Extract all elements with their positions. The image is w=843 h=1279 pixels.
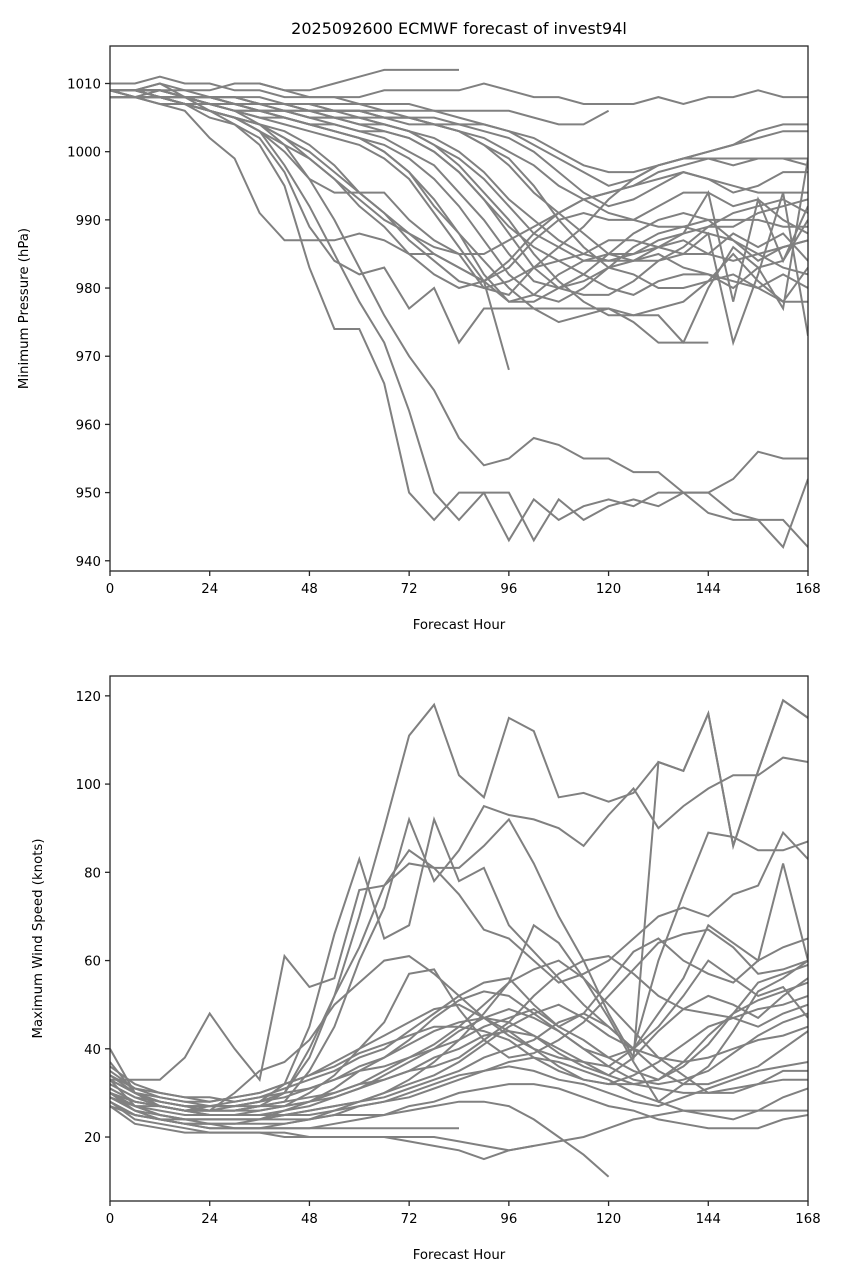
wind-y-tick-label: 60 xyxy=(84,955,101,970)
pressure-series-line-member-w xyxy=(110,89,808,303)
wind-y-tick-label: 80 xyxy=(84,866,101,881)
wind-series-line-member-m xyxy=(110,937,808,1112)
wind-x-tick-label: 24 xyxy=(201,1212,218,1227)
wind-y-tick-label: 100 xyxy=(76,778,101,793)
pressure-axes: 0 24 48 72 96 120 144 168 940 950 960 970 980 990 100… xyxy=(17,45,821,633)
wind-series-line-member-u xyxy=(110,964,808,1103)
pressure-x-axis-label: Forecast Hour xyxy=(413,618,506,633)
pressure-y-tick-label: 1000 xyxy=(67,146,101,161)
wind-axes: 0 24 48 72 96 120 144 168 20 40 60 80 100 120 Foreca… xyxy=(31,675,821,1263)
wind-series-line-member-aa xyxy=(110,1008,808,1116)
wind-series-line-member-q xyxy=(110,1061,808,1125)
pressure-series-line-member-g xyxy=(110,75,808,106)
pressure-y-tick-label: 990 xyxy=(76,214,101,229)
pressure-y-tick-label: 980 xyxy=(76,282,101,297)
pressure-y-ticks: 940 950 960 970 980 990 1000 1010 xyxy=(67,78,110,570)
wind-series-line-member-d xyxy=(110,816,808,1112)
pressure-x-tick-label: 168 xyxy=(795,582,820,597)
pressure-x-tick-label: 48 xyxy=(301,582,318,597)
wind-x-tick-label: 120 xyxy=(596,1212,621,1227)
pressure-series-line-member-u xyxy=(110,96,808,296)
pressure-series-group xyxy=(110,68,808,549)
wind-y-ticks: 20 40 60 80 100 120 xyxy=(76,690,110,1146)
wind-x-axis-label: Forecast Hour xyxy=(413,1248,506,1263)
pressure-series-line-member-y xyxy=(110,96,808,302)
wind-series-line-member-x xyxy=(110,1056,808,1121)
pressure-series-line-member-f xyxy=(110,68,459,92)
pressure-series-line-member-h xyxy=(110,96,808,297)
pressure-y-tick-label: 940 xyxy=(76,555,101,570)
wind-x-tick-label: 168 xyxy=(795,1212,820,1227)
wind-series-line-member-e xyxy=(110,830,808,1082)
wind-series-line-member-n xyxy=(110,981,808,1103)
wind-series-group xyxy=(110,698,808,1178)
pressure-x-tick-label: 0 xyxy=(106,582,114,597)
pressure-x-ticks: 0 24 48 72 96 120 144 168 xyxy=(106,571,821,597)
pressure-y-tick-label: 950 xyxy=(76,487,101,502)
pressure-axes-frame xyxy=(109,45,809,572)
wind-x-tick-label: 0 xyxy=(106,1212,114,1227)
pressure-series-line-member-d xyxy=(110,89,808,549)
wind-series-line-member-y xyxy=(110,1100,459,1130)
wind-series-line-member-k xyxy=(110,1105,534,1161)
pressure-series-line-member-j xyxy=(110,89,808,344)
pressure-series-line-member-z xyxy=(110,89,808,174)
wind-x-tick-label: 144 xyxy=(696,1212,721,1227)
wind-y-tick-label: 20 xyxy=(84,1131,101,1146)
pressure-series-line-member-ac xyxy=(110,96,808,255)
pressure-x-tick-label: 144 xyxy=(696,582,721,597)
pressure-series-line-member-m xyxy=(110,89,808,303)
pressure-series-line-member-aa xyxy=(234,82,610,126)
wind-series-line-member-t xyxy=(110,1083,808,1130)
pressure-x-tick-label: 120 xyxy=(596,582,621,597)
pressure-y-tick-label: 960 xyxy=(76,418,101,433)
pressure-x-tick-label: 96 xyxy=(500,582,517,597)
chart-title: 2025092600 ECMWF forecast of invest94l xyxy=(291,19,627,38)
pressure-series-line-member-l xyxy=(110,96,808,296)
wind-series-line-member-z xyxy=(110,977,808,1108)
pressure-series-line-member-t xyxy=(110,89,808,208)
pressure-y-axis-label: Minimum Pressure (hPa) xyxy=(17,228,32,389)
wind-x-tick-label: 72 xyxy=(401,1212,418,1227)
wind-series-line-member-w xyxy=(110,1030,808,1112)
pressure-x-tick-label: 24 xyxy=(201,582,218,597)
wind-series-line-member-v xyxy=(110,959,808,1112)
pressure-y-tick-label: 970 xyxy=(76,350,101,365)
wind-x-tick-label: 48 xyxy=(301,1212,318,1227)
pressure-x-tick-label: 72 xyxy=(401,582,418,597)
wind-y-tick-label: 40 xyxy=(84,1043,101,1058)
wind-y-tick-label: 120 xyxy=(76,690,101,705)
wind-x-tick-label: 96 xyxy=(500,1212,517,1227)
pressure-series-line-member-x xyxy=(110,89,808,347)
pressure-series-line-member-ab xyxy=(110,89,808,303)
wind-x-ticks: 0 24 48 72 96 120 144 168 xyxy=(106,1201,821,1227)
wind-axes-frame xyxy=(109,675,809,1202)
wind-series-line-member-a xyxy=(110,698,808,1108)
wind-y-axis-label: Maximum Wind Speed (knots) xyxy=(31,838,46,1038)
pressure-y-tick-label: 1010 xyxy=(67,78,101,93)
